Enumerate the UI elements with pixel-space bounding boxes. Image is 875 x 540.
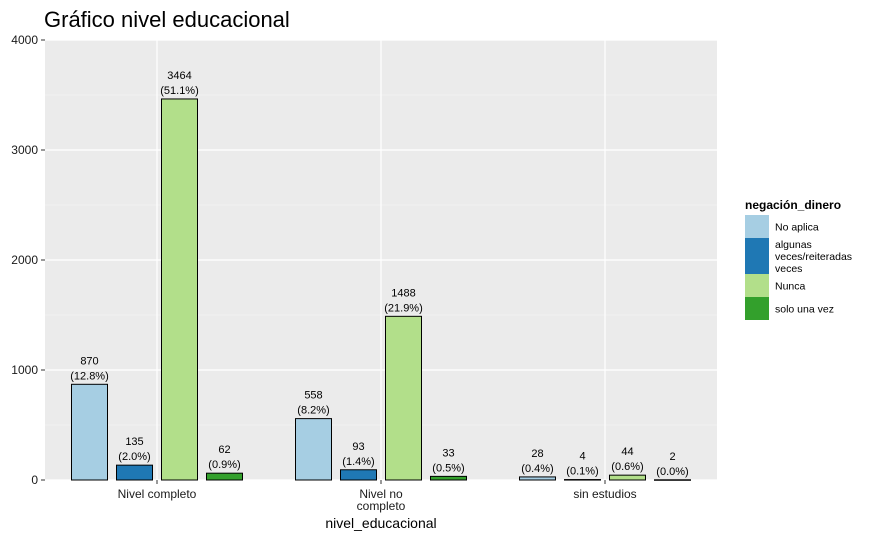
bar-percent-label: (0.4%) [521, 463, 553, 475]
bar [295, 418, 332, 481]
bar-value-label: 558 [304, 390, 322, 402]
bar-value-label: 2 [669, 451, 675, 463]
x-tick-label: Nivel completo [118, 487, 197, 501]
y-tick-label: 0 [31, 473, 38, 487]
bar-percent-label: (0.1%) [566, 466, 598, 478]
bar-value-label: 44 [621, 446, 633, 458]
bar-percent-label: (21.9%) [384, 302, 423, 314]
bar [609, 474, 646, 481]
bar-percent-label: (51.1%) [160, 85, 199, 97]
x-tick-label: completo [357, 499, 406, 513]
bars-group [71, 98, 691, 481]
bar-percent-label: (1.4%) [342, 456, 374, 468]
bar-percent-label: (0.0%) [656, 466, 688, 478]
bar [519, 476, 556, 481]
bar-value-label: 93 [352, 441, 364, 453]
bar [564, 479, 601, 481]
legend-title: negación_dinero [745, 198, 841, 212]
bar [116, 464, 153, 481]
bar-percent-label: (2.0%) [118, 451, 150, 463]
bar-percent-label: (0.6%) [611, 461, 643, 473]
bar [654, 479, 691, 481]
bar-value-label: 3464 [167, 70, 191, 82]
bar-percent-label: (0.5%) [432, 462, 464, 474]
legend-label: Nunca [775, 281, 806, 293]
y-tick-label: 4000 [11, 33, 38, 47]
legend-label: algunas [775, 239, 812, 251]
y-tick-label: 2000 [11, 253, 38, 267]
bar-value-label: 62 [218, 444, 230, 456]
bar-value-label: 1488 [391, 287, 415, 299]
bar [385, 315, 422, 481]
y-tick-label: 1000 [11, 363, 38, 377]
bar [71, 383, 108, 481]
y-axis: 0 1000 2000 3000 4000 [11, 33, 45, 487]
gridlines [45, 39, 717, 481]
data-labels-group: 870 (12.8%) 558 (8.2%) 28 (0.4%) 135 (2.0%) 93 (1… [70, 70, 688, 478]
legend-label: No aplica [775, 222, 819, 234]
chart-title: Gráfico nivel educacional [44, 7, 290, 32]
x-tick-label: sin estudios [573, 487, 636, 501]
bar-percent-label: (0.9%) [208, 459, 240, 471]
legend-key [745, 274, 769, 297]
legend-label: solo una vez [775, 304, 834, 316]
bar [161, 98, 198, 481]
bar-value-label: 28 [531, 448, 543, 460]
bar-value-label: 870 [80, 355, 98, 367]
x-axis-title: nivel_educacional [325, 515, 436, 531]
bar-value-label: 4 [579, 451, 585, 463]
legend: negación_dinero No aplica algunasveces/re… [745, 198, 852, 320]
bar-percent-label: (8.2%) [297, 405, 329, 417]
bar-percent-label: (12.8%) [70, 370, 109, 382]
legend-label: veces/reiteradas [775, 251, 852, 263]
legend-key [745, 238, 769, 274]
bar [430, 475, 467, 481]
bar [206, 472, 243, 481]
x-tick-label: Nivel no [359, 487, 403, 501]
legend-label: veces [775, 263, 802, 275]
bar-value-label: 135 [125, 436, 143, 448]
y-tick-label: 3000 [11, 143, 38, 157]
bar-value-label: 33 [442, 447, 454, 459]
bar [340, 469, 377, 481]
legend-key [745, 215, 769, 238]
legend-key [745, 297, 769, 320]
